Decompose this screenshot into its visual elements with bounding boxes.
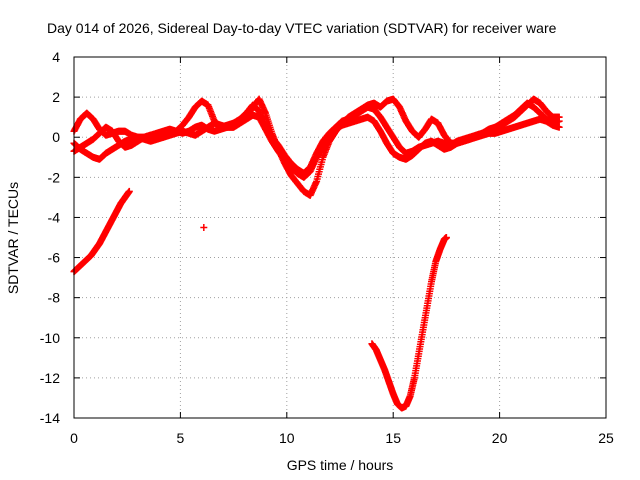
data-point — [200, 223, 208, 231]
series-isolated-point — [200, 223, 208, 231]
series-low-arc-right — [368, 234, 450, 412]
x-axis-label: GPS time / hours — [287, 457, 394, 473]
y-tick-label: -12 — [40, 370, 60, 386]
plot-frame — [73, 56, 607, 419]
data-point — [125, 187, 133, 195]
y-tick-label: 0 — [52, 129, 60, 145]
x-tick-label: 0 — [70, 430, 78, 446]
chart-title: Day 014 of 2026, Sidereal Day-to-day VTE… — [47, 20, 557, 36]
y-tick-label: 4 — [52, 49, 60, 65]
y-tick-labels: -14 -12 -10 -8 -6 -4 -2 0 2 4 — [40, 49, 60, 426]
y-tick-label: 2 — [52, 89, 60, 105]
x-tick-label: 5 — [177, 430, 185, 446]
y-axis-label: SDTVAR / TECUs — [5, 182, 21, 294]
x-tick-label: 20 — [492, 430, 508, 446]
series-low-arc-left — [70, 187, 133, 276]
series-track-c — [70, 99, 563, 177]
y-tick-label: -6 — [48, 250, 61, 266]
x-tick-label: 15 — [385, 430, 401, 446]
y-tick-label: -8 — [48, 290, 61, 306]
x-tick-label: 25 — [598, 430, 614, 446]
x-tick-label: 10 — [279, 430, 295, 446]
data-points — [70, 95, 563, 412]
y-tick-label: -2 — [48, 169, 61, 185]
data-point — [555, 117, 563, 125]
y-tick-label: -14 — [40, 410, 60, 426]
y-tick-label: -4 — [48, 209, 61, 225]
data-point — [442, 234, 450, 241]
y-tick-label: -10 — [40, 330, 60, 346]
x-tick-labels: 0 5 10 15 20 25 — [70, 430, 614, 446]
